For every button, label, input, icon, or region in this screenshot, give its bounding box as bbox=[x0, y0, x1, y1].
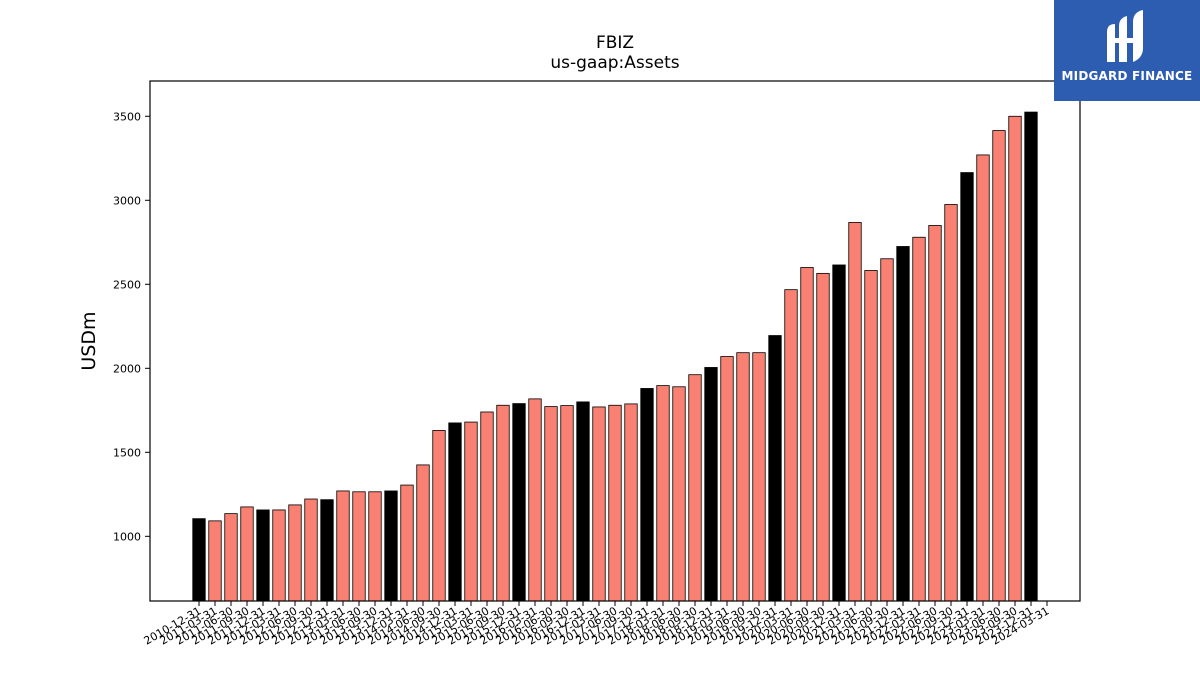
bar bbox=[784, 289, 798, 602]
bar bbox=[944, 204, 958, 602]
bar bbox=[576, 401, 590, 602]
y-tick-label: 3000 bbox=[113, 194, 141, 207]
bar bbox=[928, 225, 942, 602]
bar bbox=[256, 509, 270, 602]
bar bbox=[320, 499, 334, 602]
y-axis-label: USDm bbox=[78, 311, 100, 370]
bar bbox=[240, 506, 254, 602]
bar bbox=[832, 264, 846, 602]
bar bbox=[400, 484, 414, 602]
bar bbox=[544, 406, 558, 602]
bar bbox=[640, 388, 654, 602]
bar bbox=[448, 422, 462, 602]
bar bbox=[1024, 111, 1038, 602]
bar bbox=[800, 267, 814, 602]
bar bbox=[208, 520, 222, 602]
bar bbox=[688, 374, 702, 602]
bar bbox=[432, 430, 446, 602]
bar bbox=[288, 504, 302, 602]
bar bbox=[608, 404, 622, 602]
bar bbox=[480, 411, 494, 602]
bar bbox=[672, 386, 686, 602]
bar bbox=[336, 490, 350, 602]
bar bbox=[736, 352, 750, 602]
midgard-logo-mark-icon bbox=[1107, 10, 1143, 62]
bar bbox=[304, 498, 318, 602]
bar bbox=[560, 405, 574, 602]
bar bbox=[720, 356, 734, 602]
bar bbox=[272, 509, 286, 602]
bar bbox=[464, 421, 478, 602]
chart-title: FBIZ bbox=[595, 33, 635, 53]
bar bbox=[224, 513, 238, 602]
bar bbox=[592, 406, 606, 602]
y-tick-label: 2500 bbox=[113, 278, 141, 291]
bar bbox=[416, 464, 430, 602]
bar bbox=[752, 352, 766, 602]
y-tick-label: 1000 bbox=[113, 530, 141, 543]
bar bbox=[704, 367, 718, 602]
brand-name: MIDGARD FINANCE bbox=[1061, 69, 1193, 83]
bar bbox=[880, 258, 894, 602]
bar bbox=[848, 222, 862, 602]
bar bbox=[384, 490, 398, 602]
y-tick-label: 3500 bbox=[113, 110, 141, 123]
bar bbox=[368, 491, 382, 602]
bar bbox=[816, 272, 830, 602]
bar bbox=[656, 385, 670, 602]
bar bbox=[528, 398, 542, 602]
bar bbox=[192, 518, 206, 602]
y-tick-label: 2000 bbox=[113, 362, 141, 375]
bar bbox=[864, 270, 878, 602]
bar bbox=[896, 246, 910, 602]
bar bbox=[976, 154, 990, 602]
bar bbox=[992, 130, 1006, 602]
bar bbox=[960, 172, 974, 602]
bar bbox=[352, 491, 366, 602]
bar bbox=[1008, 115, 1022, 602]
bar bbox=[624, 403, 638, 602]
bar bbox=[912, 236, 926, 602]
bar bbox=[512, 403, 526, 602]
midgard-finance-logo: MIDGARD FINANCE bbox=[1054, 0, 1200, 101]
bar bbox=[496, 404, 510, 602]
bar bbox=[768, 335, 782, 602]
chart-subtitle: us-gaap:Assets bbox=[550, 53, 680, 73]
y-tick-label: 1500 bbox=[113, 446, 141, 459]
